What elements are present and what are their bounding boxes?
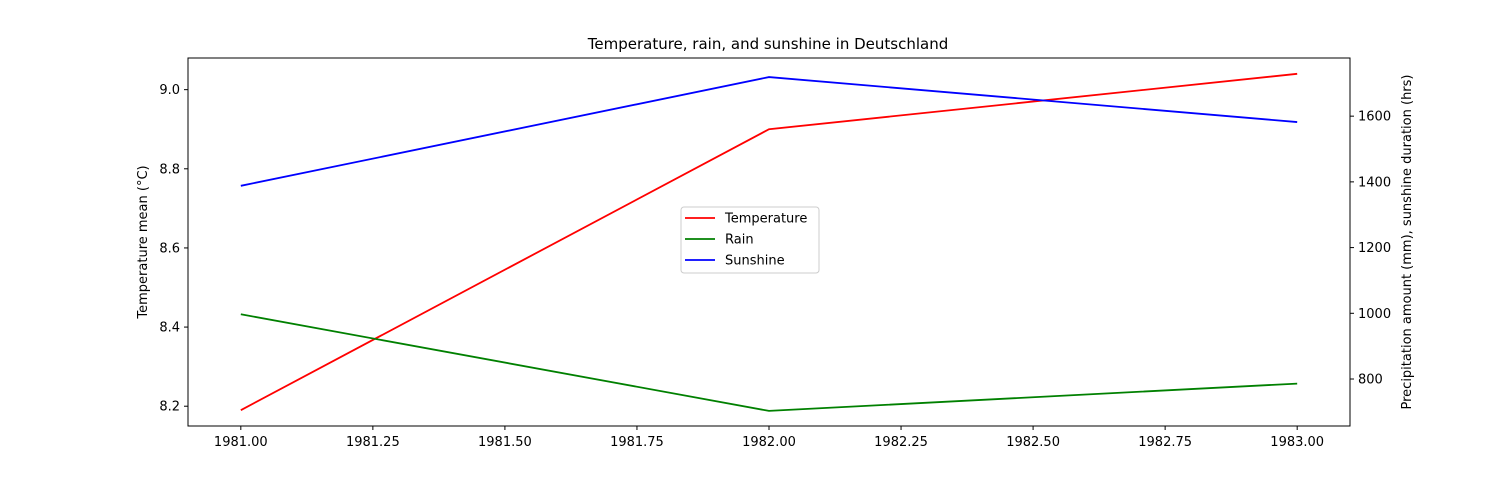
series-line-sunshine	[240, 76, 1298, 187]
right-y-tick-label: 1000	[1358, 307, 1391, 322]
x-tick-label: 1981.75	[610, 435, 664, 450]
right-axis-title: Precipitation amount (mm), sunshine dura…	[1400, 75, 1415, 410]
legend-box	[680, 206, 820, 274]
right-y-tick-label: 1400	[1358, 175, 1391, 190]
chart-title: Temperature, rain, and sunshine in Deuts…	[587, 35, 949, 53]
x-tick-label: 1982.50	[1006, 435, 1060, 450]
left-axis-title: Temperature mean (°C)	[136, 165, 151, 319]
series-layer	[240, 72, 1298, 412]
right-y-tick-label: 1600	[1358, 110, 1391, 125]
x-tick-label: 1981.25	[346, 435, 400, 450]
x-tick-label: 1983.00	[1270, 435, 1324, 450]
legend-label-temperature: Temperature	[724, 212, 807, 227]
left-y-tick-label: 8.4	[159, 321, 180, 336]
right-y-tick-label: 800	[1358, 373, 1383, 388]
right-y-tick-label: 1200	[1358, 241, 1391, 256]
left-y-tick-label: 8.6	[159, 241, 180, 256]
left-y-tick-label: 8.8	[159, 162, 180, 177]
x-tick-label: 1981.00	[214, 435, 268, 450]
series-line-temperature	[240, 72, 1298, 411]
left-y-tick-label: 8.2	[159, 400, 180, 415]
right-y-axis: 800 1000 1200 1400 1600	[1350, 110, 1391, 388]
left-y-tick-label: 9.0	[159, 83, 180, 98]
left-y-axis: 8.2 8.4 8.6 8.8 9.0	[159, 83, 188, 415]
x-axis: 1981.00 1981.25 1981.50 1981.75 1982.00 1982.…	[214, 426, 1324, 450]
x-tick-label: 1982.75	[1138, 435, 1192, 450]
legend-label-sunshine: Sunshine	[725, 254, 785, 269]
legend: Temperature Rain Sunshine	[680, 206, 820, 274]
series-line-rain	[240, 313, 1298, 412]
x-tick-label: 1982.25	[874, 435, 928, 450]
legend-label-rain: Rain	[725, 233, 754, 248]
x-tick-label: 1981.50	[478, 435, 532, 450]
x-tick-label: 1982.00	[742, 435, 796, 450]
